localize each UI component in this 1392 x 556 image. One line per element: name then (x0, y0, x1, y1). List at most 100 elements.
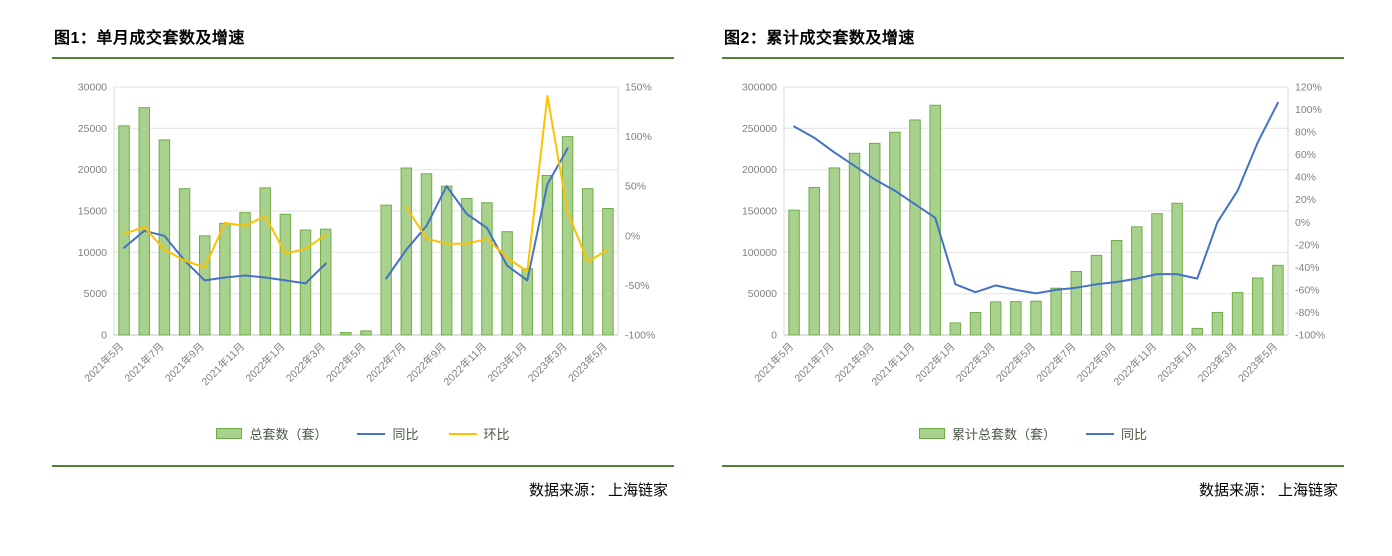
bar (561, 136, 574, 336)
bar (239, 212, 251, 336)
bar (1090, 254, 1103, 336)
x-axis-tick-label: 2022年5月 (993, 340, 1038, 385)
right-axis-tick-label: 50% (625, 181, 646, 193)
left-axis-tick-label: 250000 (742, 123, 777, 135)
yellow-line-swatch-icon (448, 432, 477, 435)
x-axis-tick-label: 2022年5月 (323, 340, 368, 385)
x-axis-tick-label: 2021年7月 (122, 340, 167, 385)
bar (461, 198, 473, 336)
blue-line-swatch-icon (1086, 432, 1114, 435)
bar (420, 173, 433, 336)
bar (909, 119, 921, 336)
right-axis-tick-label: -40% (1295, 262, 1320, 274)
right-axis-tick-label: -100% (1295, 330, 1325, 342)
x-axis-tick-label: 2021年5月 (82, 340, 127, 385)
bar (219, 222, 231, 336)
bar (1211, 311, 1224, 336)
x-axis-tick-label: 2021年5月 (752, 340, 797, 385)
bar (969, 311, 982, 336)
left-axis-tick-label: 20000 (78, 164, 107, 176)
x-axis-tick-label: 2023年3月 (1195, 340, 1240, 385)
right-axis-tick-label: 20% (1295, 194, 1316, 206)
right-axis-tick-label: 0% (1295, 217, 1310, 229)
x-axis-tick-label: 2023年3月 (525, 340, 570, 385)
x-axis-tick-label: 2023年1月 (1155, 340, 1200, 385)
bar (138, 107, 150, 336)
x-axis-tick-label: 2023年5月 (1235, 340, 1280, 385)
bar (848, 152, 861, 336)
bar (1272, 264, 1284, 336)
x-axis-tick-label: 2022年7月 (364, 340, 409, 385)
bar (1050, 287, 1062, 336)
bar (889, 131, 901, 336)
bar (808, 186, 820, 336)
series-line (123, 147, 569, 285)
series-line (793, 101, 1279, 295)
left-axis-tick-label: 100000 (742, 247, 777, 259)
left-axis-tick-label: 200000 (742, 164, 777, 176)
chart1-source-note: 数据来源： 上海链家 (52, 467, 674, 500)
x-axis-tick-label: 2022年3月 (283, 340, 328, 385)
x-axis-tick-label: 2022年7月 (1034, 340, 1079, 385)
bar (1030, 300, 1042, 336)
legend-label: 同比 (392, 427, 419, 442)
source-label: 数据来源： (528, 482, 604, 499)
chart2-bottom-rule (722, 465, 1344, 467)
x-axis-tick-label: 2022年1月 (243, 340, 288, 385)
bar (380, 204, 392, 336)
bar-legend-swatch-icon (216, 428, 243, 439)
bar (949, 322, 962, 336)
legend-label: 环比 (483, 427, 510, 442)
bar (118, 125, 130, 336)
left-axis-tick-label: 50000 (748, 288, 777, 300)
chart2-figure: 0 50000 100000 150000 200000 250000 300000 -100… (742, 82, 1325, 389)
left-axis-tick-label: 25000 (78, 123, 107, 135)
legend-item-yoy: 同比 (1086, 424, 1147, 443)
bar (788, 209, 800, 336)
bar (198, 235, 211, 336)
chart2-title-rule (722, 57, 1344, 59)
left-axis-tick-label: 30000 (78, 82, 107, 94)
bar (1252, 277, 1264, 336)
x-axis-tick-label: 2023年5月 (565, 340, 610, 385)
left-axis-tick-label: 0 (101, 330, 107, 342)
legend-label: 累计总套数（套） (951, 427, 1056, 442)
chart-panel-cumulative: 图2：累计成交套数及增速 0 50000 100000 150000 200000 250… (722, 18, 1344, 500)
x-axis-tick-label: 2021年7月 (792, 340, 837, 385)
bar (440, 185, 453, 336)
legend-item-cumulative-units: 累计总套数（套） (918, 424, 1056, 443)
bar-legend-swatch-icon (918, 428, 945, 439)
bar (1131, 226, 1143, 336)
legend-item-mom: 环比 (448, 424, 510, 443)
left-axis-tick-label: 10000 (78, 247, 107, 259)
left-axis-tick-label: 5000 (84, 288, 108, 300)
chart-panel-monthly: 图1：单月成交套数及增速 0 5000 10000 15000 20000 25000 30… (52, 18, 674, 500)
right-axis-tick-label: -100% (625, 330, 655, 342)
source-label: 数据来源： (1198, 482, 1274, 499)
right-axis-tick-label: -50% (625, 280, 650, 292)
chart1-legend: 总套数（套） 同比 环比 (52, 424, 674, 443)
bar (1110, 240, 1123, 336)
chart1-title-rule (52, 57, 674, 59)
bar (319, 228, 332, 336)
bar (1171, 202, 1183, 336)
right-axis-tick-label: 100% (625, 131, 652, 143)
left-axis-tick-label: 300000 (742, 82, 777, 94)
left-axis-tick-label: 150000 (742, 206, 777, 218)
bar (541, 174, 554, 336)
x-axis-tick-label: 2021年11月 (869, 340, 917, 388)
source-value: 上海链家 (1277, 482, 1338, 499)
legend-item-total-units: 总套数（套） (216, 424, 327, 443)
x-axis-tick-label: 2022年11月 (441, 340, 489, 388)
legend-label: 同比 (1121, 427, 1148, 442)
bar (602, 208, 614, 336)
bar (828, 167, 841, 336)
bar (158, 139, 171, 336)
chart2-legend: 累计总套数（套） 同比 (722, 424, 1344, 443)
right-axis-tick-label: -80% (1295, 307, 1320, 319)
x-axis-tick-label: 2022年11月 (1111, 340, 1159, 388)
x-axis-tick-label: 2022年1月 (913, 340, 958, 385)
bar (360, 330, 372, 336)
legend-item-yoy: 同比 (357, 424, 419, 443)
bar (1191, 327, 1204, 336)
